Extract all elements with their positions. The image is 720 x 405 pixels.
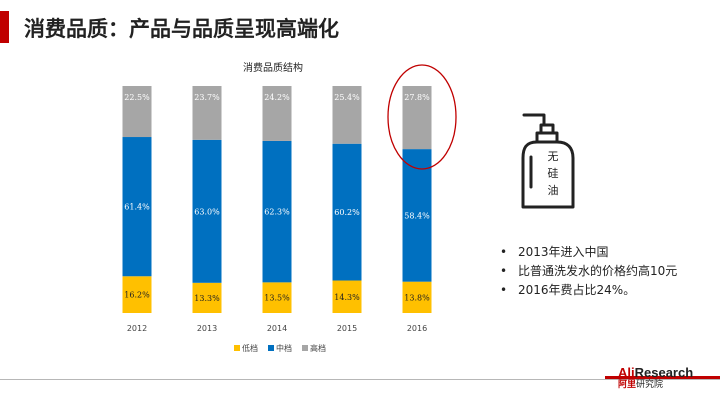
bar-2012-series-1 xyxy=(122,276,152,313)
bullet-marker: • xyxy=(500,245,508,259)
bars-group xyxy=(122,86,432,313)
title-accent-bar xyxy=(0,11,9,43)
data-label-2012-series-2: 61.4% xyxy=(124,203,150,212)
bar-2016-series-1 xyxy=(402,281,432,313)
x-tick-label-2016: 2016 xyxy=(407,324,427,333)
legend-swatch-1 xyxy=(234,345,240,351)
bar-2013-series-2 xyxy=(192,139,222,283)
x-tick-label-2014: 2014 xyxy=(267,324,287,333)
footer-accent-bar xyxy=(605,376,720,379)
title-bar: 消费品质：产品与品质呈现高端化 xyxy=(0,11,720,43)
legend-label-3: 高档 xyxy=(310,343,326,353)
data-label-2013-series-1: 13.3% xyxy=(194,294,220,303)
bar-2014-series-3 xyxy=(262,86,292,141)
bottle-nozzle xyxy=(522,113,546,127)
logo-sub-rest: 研究院 xyxy=(636,379,664,389)
x-tick-label-2012: 2012 xyxy=(127,324,147,333)
logo-sub-red: 阿里 xyxy=(618,379,637,389)
data-label-2014-series-2: 62.3% xyxy=(264,208,290,217)
data-label-2016-series-1: 13.8% xyxy=(404,293,430,302)
bullet-text-1: 2013年进入中国 xyxy=(518,245,609,259)
bar-2016-series-2 xyxy=(402,149,432,282)
legend-swatch-3 xyxy=(302,345,308,351)
legend-label-2: 中档 xyxy=(276,343,292,353)
data-label-2012-series-1: 16.2% xyxy=(124,291,150,300)
bar-2013-series-3 xyxy=(192,86,222,140)
legend-swatch-2 xyxy=(268,345,274,351)
silicone-free-bottle-icon: 无 硅 油 xyxy=(521,113,575,209)
data-label-2012-series-3: 22.5% xyxy=(124,93,150,102)
bullet-item: • 2016年费占比24%。 xyxy=(500,281,715,300)
bullet-text-2: 比普通洗发水的价格约高10元 xyxy=(518,264,678,278)
footer-divider xyxy=(0,379,720,380)
page-title: 消费品质：产品与品质呈现高端化 xyxy=(24,17,339,41)
logo-main-text: AliResearch xyxy=(618,366,693,379)
data-label-2016-series-2: 58.4% xyxy=(404,211,430,220)
legend-label-1: 低档 xyxy=(242,343,258,353)
data-labels-group: 16.2% 61.4% 22.5% 13.3% 63.0% 23.7% 13.5% 62.3%… xyxy=(124,93,430,303)
bullet-list: • 2013年进入中国 • 比普通洗发水的价格约高10元 • 2016年费占比2… xyxy=(500,243,715,300)
data-label-2015-series-1: 14.3% xyxy=(334,293,360,302)
x-tick-label-2015: 2015 xyxy=(337,324,357,333)
bullet-item: • 比普通洗发水的价格约高10元 xyxy=(500,262,715,281)
bullet-item: • 2013年进入中国 xyxy=(500,243,715,262)
bullet-marker: • xyxy=(500,264,508,278)
bar-2014-series-1 xyxy=(262,282,292,313)
bottle-label-char-2: 硅 xyxy=(548,167,559,180)
data-label-2016-series-3: 27.8% xyxy=(404,93,430,102)
data-label-2013-series-3: 23.7% xyxy=(194,93,220,102)
legend: 低档 中档 高档 xyxy=(234,343,326,353)
x-tick-label-2013: 2013 xyxy=(197,324,217,333)
bullet-text-3: 2016年费占比24%。 xyxy=(518,283,636,297)
data-label-2015-series-2: 60.2% xyxy=(334,208,360,217)
logo-main-red: Ali xyxy=(618,365,635,380)
aliresearch-logo: AliResearch 阿里研究院 xyxy=(618,366,693,390)
bottle-body xyxy=(521,140,575,209)
data-label-2014-series-1: 13.5% xyxy=(264,294,290,303)
bullet-marker: • xyxy=(500,283,508,297)
bar-2016-series-3 xyxy=(402,86,432,150)
bar-2015-series-1 xyxy=(332,280,362,313)
data-label-2014-series-3: 24.2% xyxy=(264,93,290,102)
data-label-2015-series-3: 25.4% xyxy=(334,93,360,102)
bar-2012-series-2 xyxy=(122,137,152,277)
logo-main-rest: Research xyxy=(634,365,694,380)
bar-2015-series-3 xyxy=(332,86,362,144)
bar-2014-series-2 xyxy=(262,140,292,283)
bar-2012-series-3 xyxy=(122,86,152,138)
x-tick-labels-group: 2012 2013 2014 2015 2016 xyxy=(127,324,427,333)
bottle-label-char-3: 油 xyxy=(548,183,559,197)
highlight-circle-2016 xyxy=(387,64,457,170)
bar-2013-series-1 xyxy=(192,282,222,313)
chart-title: 消费品质结构 xyxy=(243,61,303,74)
bar-2015-series-2 xyxy=(332,143,362,281)
bottle-label-char-1: 无 xyxy=(548,150,559,163)
data-label-2013-series-2: 63.0% xyxy=(194,207,220,216)
logo-sub-text: 阿里研究院 xyxy=(618,379,693,390)
